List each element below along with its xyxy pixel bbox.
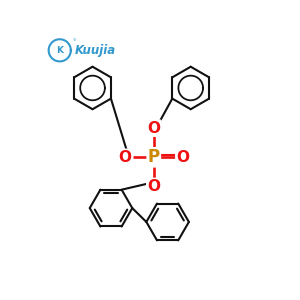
Text: P: P xyxy=(148,148,160,166)
Text: O: O xyxy=(147,121,160,136)
Text: O: O xyxy=(147,179,160,194)
Text: °: ° xyxy=(72,40,76,46)
Text: K: K xyxy=(56,46,63,55)
Text: O: O xyxy=(176,150,189,165)
Text: Kuujia: Kuujia xyxy=(75,44,116,57)
Text: O: O xyxy=(118,150,131,165)
